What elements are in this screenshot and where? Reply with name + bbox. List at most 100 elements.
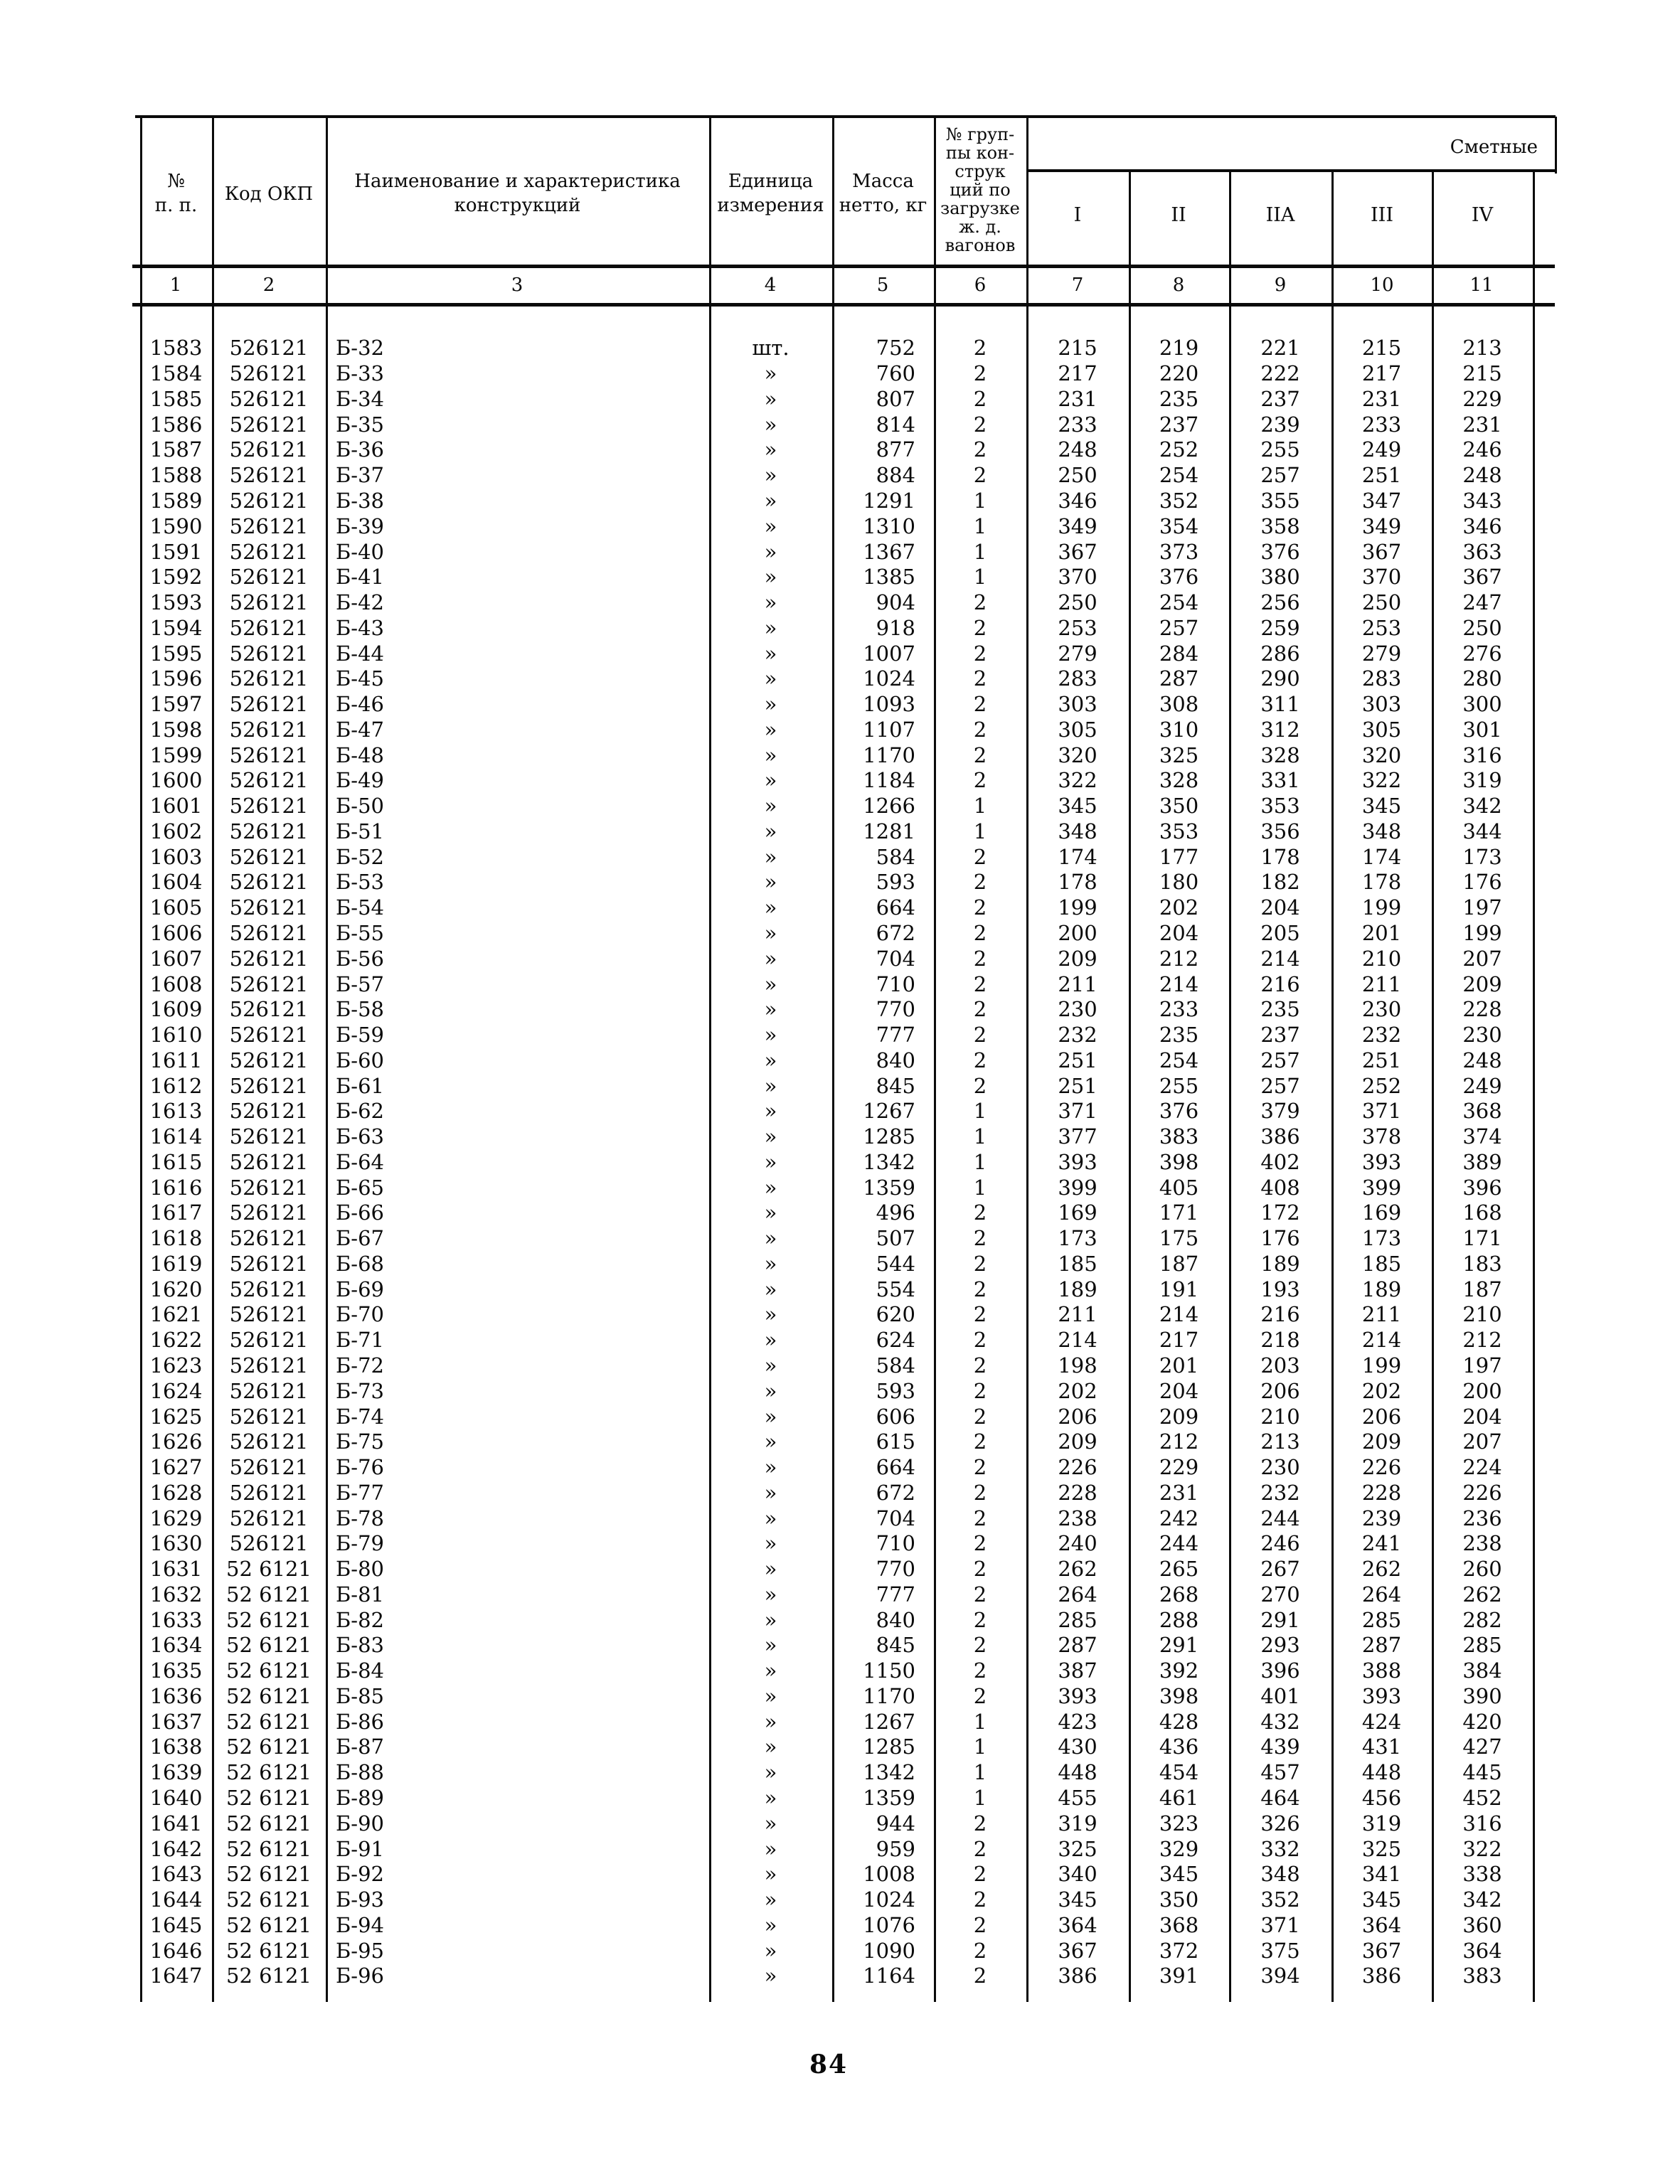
unit: » (764, 1912, 777, 1937)
column-index: 10 (1370, 275, 1394, 296)
unit: » (764, 513, 777, 538)
table-row: 1594 526121 Б-43 » 918 2 253 257 259 253 250 (140, 615, 1533, 641)
table-row: 1645 52 6121 Б-94 » 1076 2 364 368 371 364 360 (140, 1912, 1533, 1938)
price-zone-4: 280 (1462, 666, 1502, 691)
price-zone-2a: 353 (1260, 794, 1300, 819)
price-zone-4: 346 (1462, 513, 1502, 538)
table-row: 1625 526121 Б-74 » 606 2 206 209 210 206 204 (140, 1404, 1533, 1429)
price-zone-2: 171 (1159, 1200, 1199, 1225)
price-zone-2: 231 (1159, 1480, 1199, 1505)
okp-code: 526121 (229, 1175, 309, 1200)
row-number: 1588 (149, 463, 203, 488)
row-number: 1636 (149, 1683, 203, 1708)
price-zone-2a: 203 (1260, 1353, 1300, 1378)
price-zone-2: 376 (1159, 1099, 1199, 1124)
wagon-group: 1 (973, 1786, 987, 1811)
row-number: 1593 (149, 590, 203, 615)
row-number: 1634 (149, 1633, 203, 1658)
price-zone-2a: 464 (1260, 1786, 1300, 1811)
item-name: Б-69 (336, 1277, 385, 1301)
row-number: 1638 (149, 1735, 203, 1759)
price-zone-3: 367 (1361, 539, 1402, 564)
price-zone-2a: 291 (1260, 1607, 1300, 1632)
wagon-group: 2 (973, 895, 987, 920)
table-row: 1601 526121 Б-50 » 1266 1 345 350 353 345 342 (140, 794, 1533, 819)
unit: » (764, 1506, 777, 1530)
price-zone-2a: 216 (1260, 1302, 1300, 1327)
price-zone-2a: 290 (1260, 666, 1300, 691)
row-number: 1622 (149, 1328, 203, 1353)
price-zone-2a: 259 (1260, 615, 1300, 640)
okp-code: 526121 (229, 1200, 309, 1225)
price-zone-3: 217 (1361, 361, 1402, 386)
price-zone-2: 368 (1159, 1912, 1199, 1937)
price-zone-2: 287 (1159, 666, 1199, 691)
price-zone-2: 204 (1159, 920, 1199, 945)
price-zone-3: 448 (1361, 1760, 1402, 1785)
price-zone-3: 262 (1361, 1557, 1402, 1582)
item-name: Б-87 (336, 1735, 385, 1759)
price-zone-1: 199 (1058, 895, 1097, 920)
table-row: 1644 52 6121 Б-93 » 1024 2 345 350 352 345 342 (140, 1887, 1533, 1913)
row-number: 1646 (149, 1938, 203, 1963)
net-mass: 884 (876, 463, 915, 488)
column-index: 7 (1071, 275, 1084, 296)
table-vertical-line (212, 117, 214, 2002)
row-number: 1583 (149, 336, 203, 361)
okp-code: 52 6121 (226, 1557, 312, 1582)
okp-code: 526121 (229, 1073, 309, 1098)
net-mass: 1164 (863, 1964, 915, 1988)
row-number: 1591 (149, 539, 203, 564)
okp-code: 526121 (229, 590, 309, 615)
item-name: Б-38 (336, 488, 385, 513)
okp-code: 526121 (229, 1378, 309, 1403)
unit: » (764, 1964, 777, 1988)
net-mass: 1285 (863, 1735, 915, 1759)
unit: » (764, 1099, 777, 1124)
price-zone-2a: 376 (1260, 539, 1300, 564)
price-zone-1: 200 (1058, 920, 1097, 945)
wagon-group: 2 (973, 1404, 987, 1429)
table-row: 1599 526121 Б-48 » 1170 2 320 325 328 320 316 (140, 742, 1533, 768)
column-header-mass: Масса нетто, кг (839, 171, 927, 216)
okp-code: 526121 (229, 971, 309, 996)
zone-label-IV: IV (1471, 204, 1494, 226)
item-name: Б-93 (336, 1887, 385, 1912)
net-mass: 672 (876, 1480, 915, 1505)
unit: » (764, 1175, 777, 1200)
price-zone-4: 276 (1462, 641, 1502, 666)
unit: » (764, 768, 777, 793)
table-row: 1646 52 6121 Б-95 » 1090 2 367 372 375 367 364 (140, 1938, 1533, 1964)
price-zone-3: 287 (1361, 1633, 1402, 1658)
wagon-group: 2 (973, 1531, 987, 1556)
price-zone-2a: 311 (1260, 692, 1300, 717)
net-mass: 620 (876, 1302, 915, 1327)
price-zone-4: 204 (1462, 1404, 1502, 1429)
price-zone-2a: 457 (1260, 1760, 1300, 1785)
price-zone-4: 338 (1462, 1862, 1502, 1887)
item-name: Б-35 (336, 412, 385, 437)
row-number: 1630 (149, 1531, 203, 1556)
wagon-group: 2 (973, 1302, 987, 1327)
net-mass: 704 (876, 1506, 915, 1530)
wagon-group: 2 (973, 768, 987, 793)
unit: » (764, 641, 777, 666)
price-zone-2: 180 (1159, 870, 1199, 895)
price-zone-4: 343 (1462, 488, 1502, 513)
price-zone-2a: 213 (1260, 1429, 1300, 1454)
net-mass: 845 (876, 1073, 915, 1098)
okp-code: 526121 (229, 819, 309, 843)
row-number: 1602 (149, 819, 203, 843)
price-zone-4: 229 (1462, 386, 1502, 411)
price-zone-4: 384 (1462, 1658, 1502, 1683)
item-name: Б-88 (336, 1760, 385, 1785)
price-zone-4: 213 (1462, 336, 1502, 361)
table-row: 1602 526121 Б-51 » 1281 1 348 353 356 348 344 (140, 819, 1533, 845)
table-row: 1628 526121 Б-77 » 672 2 228 231 232 228 226 (140, 1480, 1533, 1506)
price-zone-2a: 257 (1260, 1048, 1300, 1072)
net-mass: 664 (876, 1455, 915, 1480)
price-zone-2: 202 (1159, 895, 1199, 920)
price-zone-1: 377 (1058, 1124, 1097, 1149)
price-zone-4: 344 (1462, 819, 1502, 843)
